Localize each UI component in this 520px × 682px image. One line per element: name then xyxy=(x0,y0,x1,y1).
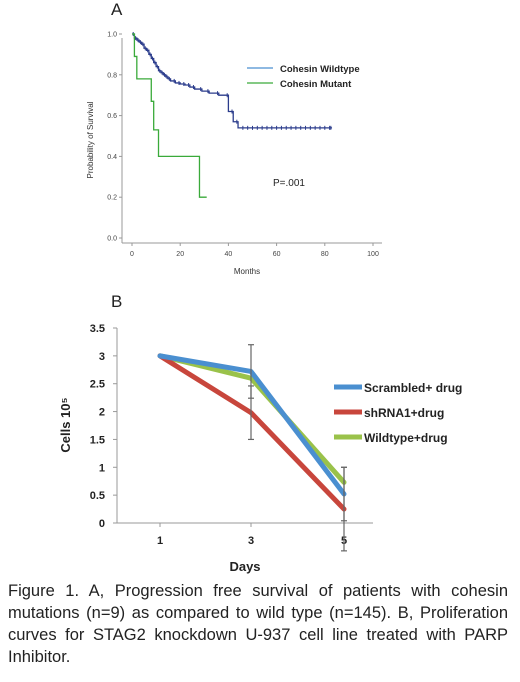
panel-b-legend-label-scrambled: Scrambled+ drug xyxy=(364,381,462,395)
panel-b-series-group xyxy=(157,344,347,552)
panel-a-y-tick-label: 0.6 xyxy=(107,113,117,120)
panel-a-x-tick-label: 0 xyxy=(130,251,134,258)
panel-b: B 00.511.522.533.5135 Days Cells 10⁵ Scr… xyxy=(58,292,462,574)
panel-b-y-tick-label: 0 xyxy=(99,518,105,530)
panel-a-series-line-wildtype xyxy=(132,33,333,129)
panel-a-letter: A xyxy=(111,0,123,19)
panel-a-x-axis-label: Months xyxy=(234,267,260,276)
panel-b-y-tick-label: 3 xyxy=(99,351,105,363)
panel-b-series-line-scrambled xyxy=(157,353,347,497)
panel-b-legend-label-shrna1: shRNA1+drug xyxy=(364,406,444,420)
panel-a-legend: Cohesin Wildtype Cohesin Mutant xyxy=(247,64,360,90)
panel-a-x-tick-label: 80 xyxy=(321,251,329,258)
panel-b-legend: Scrambled+ drug shRNA1+drug Wildtype+dru… xyxy=(334,381,462,445)
panel-a-y-tick-label: 0.8 xyxy=(107,72,117,79)
panel-a-series-group xyxy=(132,32,333,198)
panel-a-p-value-annotation: P=.001 xyxy=(273,178,305,189)
panel-b-y-tick-label: 0.5 xyxy=(90,490,105,502)
panel-a: A 0.00.20.40.60.81.00 20 40 60 80 100 Months … xyxy=(86,0,382,276)
panel-b-x-tick-label: 3 xyxy=(248,535,254,547)
panel-a-legend-label-wildtype: Cohesin Wildtype xyxy=(280,64,360,75)
panel-b-axes xyxy=(116,328,373,524)
panel-a-x-tick-label: 60 xyxy=(273,251,281,258)
panel-b-letter: B xyxy=(111,292,122,311)
panel-a-series-line-mutant xyxy=(132,33,207,198)
panel-a-ticks: 0.0 0.2 0.4 0.6 0.8 1.0 0 20 40 60 80 100 xyxy=(107,32,379,259)
panel-b-x-tick-label: 1 xyxy=(157,535,163,547)
panel-a-x-tick-label: 100 xyxy=(367,251,379,258)
panel-a-y-tick-label: 0.2 xyxy=(107,195,117,202)
panel-b-y-tick-label: 2.5 xyxy=(90,379,105,391)
panel-b-y-tick-label: 3.5 xyxy=(90,323,105,335)
panel-a-x-tick-label: 20 xyxy=(176,251,184,258)
panel-a-y-axis-label: Probability of Survival xyxy=(86,101,95,178)
panel-b-y-axis-label: Cells 10⁵ xyxy=(58,397,73,452)
panel-b-y-tick-label: 2 xyxy=(99,407,105,419)
panel-b-x-axis-label: Days xyxy=(229,559,260,574)
figure-caption: Figure 1. A, Progression free survival o… xyxy=(8,582,508,666)
panel-a-axes xyxy=(121,38,382,244)
panel-a-y-tick-label: 0.4 xyxy=(107,154,117,161)
panel-b-y-tick-label: 1.5 xyxy=(90,434,105,446)
panel-a-y-tick-label: 1.0 xyxy=(107,32,117,39)
panel-b-ticks: 00.511.522.533.5135 xyxy=(90,323,347,547)
panel-a-legend-label-mutant: Cohesin Mutant xyxy=(280,79,352,90)
panel-a-x-tick-label: 40 xyxy=(225,251,233,258)
panel-b-legend-label-wildtype: Wildtype+drug xyxy=(364,431,448,445)
panel-b-y-tick-label: 1 xyxy=(99,462,105,474)
panel-a-y-tick-label: 0.0 xyxy=(107,236,117,243)
